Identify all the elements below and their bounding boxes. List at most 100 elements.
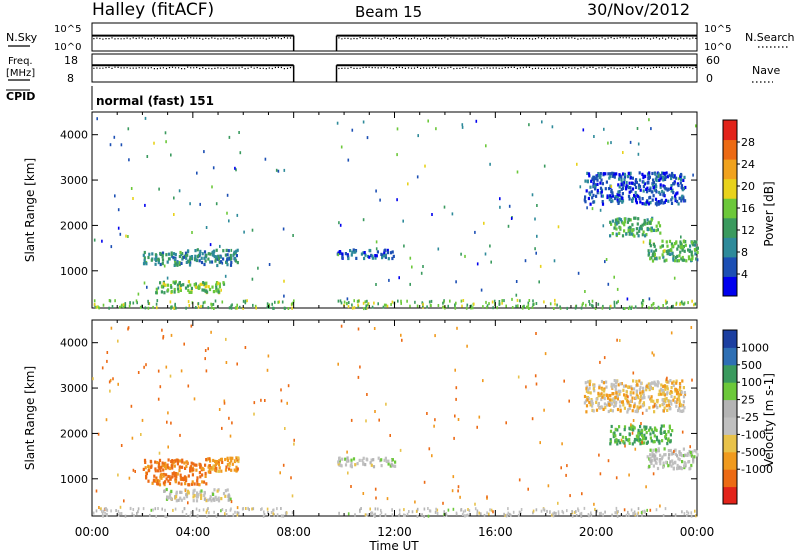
power-cell-1028 bbox=[489, 244, 491, 248]
velocity-cell-858 bbox=[680, 403, 683, 407]
velocity-cell-535 bbox=[656, 449, 659, 453]
velocity-cell-1243 bbox=[403, 508, 405, 512]
velocity-cell-1091 bbox=[133, 514, 135, 518]
power-cell-769 bbox=[641, 202, 644, 206]
power-cell-309 bbox=[616, 217, 619, 221]
power-cell-807 bbox=[648, 196, 651, 200]
velocity-cell-231 bbox=[195, 493, 199, 497]
velocity-cell-1304 bbox=[134, 470, 136, 473]
velocity-cell-377 bbox=[337, 460, 340, 464]
velocity-cell-270 bbox=[226, 458, 230, 463]
velocity-cell-70 bbox=[173, 464, 176, 468]
velocity-cell-42 bbox=[158, 483, 162, 487]
power-cell-927 bbox=[602, 304, 604, 308]
velocity-cell-248 bbox=[222, 492, 226, 496]
power-cell-739 bbox=[657, 172, 660, 176]
velocity-cell-1440 bbox=[267, 511, 269, 514]
velocity-cell-596 bbox=[654, 448, 657, 452]
velocity-cell-1009 bbox=[220, 509, 222, 513]
power-cell-89 bbox=[179, 288, 182, 292]
velocity-cell-61 bbox=[195, 468, 198, 472]
power-cell-1301 bbox=[604, 260, 606, 264]
velocity-cell-540 bbox=[646, 455, 649, 459]
power-cell-1082 bbox=[641, 302, 644, 306]
power-cell-870 bbox=[402, 219, 404, 223]
power-cell-964 bbox=[264, 157, 267, 161]
velocity-cell-1321 bbox=[561, 509, 564, 513]
velocity-cell-519 bbox=[655, 457, 659, 461]
velocity-cell-286 bbox=[237, 459, 240, 464]
power-cell-983 bbox=[443, 300, 445, 304]
power-cell-1046 bbox=[203, 150, 205, 154]
power-cell-502 bbox=[674, 259, 677, 263]
power-cell-1279 bbox=[124, 304, 127, 308]
velocity-cell-1307 bbox=[347, 471, 349, 475]
velocity-cell-930 bbox=[677, 408, 680, 413]
power-cell-343 bbox=[623, 220, 627, 224]
power-cell-1157 bbox=[543, 164, 546, 168]
power-cell-1136 bbox=[236, 303, 238, 307]
power-cell-1186 bbox=[409, 304, 411, 308]
velocity-cell-382 bbox=[616, 442, 619, 446]
velocity-cell-703 bbox=[619, 382, 622, 386]
power-cell-999 bbox=[591, 207, 594, 211]
power-colorbar-tick-label-2: 12 bbox=[741, 224, 755, 237]
velocity-cell-444 bbox=[631, 424, 634, 428]
power-cell-1209 bbox=[132, 301, 135, 305]
power-cell-1058 bbox=[650, 303, 653, 307]
velocity-cell-486 bbox=[652, 430, 655, 434]
power-cell-1152 bbox=[538, 280, 540, 284]
power-cell-1198 bbox=[239, 151, 242, 155]
velocity-cell-1299 bbox=[98, 506, 100, 509]
power-cell-642 bbox=[652, 183, 655, 187]
velocity-cell-114 bbox=[195, 463, 198, 467]
power-colorbar-label: Power [dB] bbox=[762, 181, 776, 246]
power-cell-790 bbox=[680, 199, 683, 203]
velocity-cell-599 bbox=[680, 453, 683, 458]
velocity-cell-1342 bbox=[646, 508, 648, 512]
power-cell-1338 bbox=[658, 306, 660, 310]
velocity-cell-1171 bbox=[270, 511, 273, 514]
velocity-cell-88 bbox=[154, 467, 157, 471]
velocity-cell-1077 bbox=[374, 507, 377, 511]
power-cell-899 bbox=[437, 247, 440, 251]
power-cell-138 bbox=[160, 284, 163, 288]
power-cell-1074 bbox=[166, 276, 169, 280]
velocity-cell-1236 bbox=[632, 371, 635, 375]
power-cell-793 bbox=[683, 175, 686, 179]
power-cell-1284 bbox=[221, 261, 224, 265]
velocity-cell-1418 bbox=[562, 511, 565, 515]
power-cell-647 bbox=[642, 185, 645, 189]
velocity-cell-365 bbox=[350, 458, 353, 462]
power-cell-922 bbox=[114, 299, 116, 303]
velocity-cell-776 bbox=[613, 379, 616, 383]
power-cell-887 bbox=[371, 305, 374, 309]
velocity-cell-474 bbox=[666, 438, 670, 442]
power-cell-1110 bbox=[582, 301, 584, 305]
velocity-cell-1128 bbox=[466, 344, 468, 348]
velocity-cell-975 bbox=[229, 434, 232, 438]
velocity-cell-1132 bbox=[124, 514, 127, 518]
velocity-cell-414 bbox=[666, 442, 669, 446]
power-cell-680 bbox=[607, 187, 611, 191]
freq-unit-label: [MHz] bbox=[6, 68, 35, 79]
velocity-cell-255 bbox=[166, 496, 169, 500]
velocity-cell-1101 bbox=[617, 510, 619, 514]
power-cell-911 bbox=[181, 252, 184, 255]
velocity-cell-1086 bbox=[279, 471, 281, 475]
velocity-cell-1206 bbox=[687, 511, 690, 515]
velocity-cell-53 bbox=[166, 463, 169, 467]
velocity-cell-366 bbox=[391, 458, 394, 462]
velocity-cell-912 bbox=[633, 404, 636, 408]
velocity-cell-850 bbox=[683, 406, 686, 410]
velocity-cell-1032 bbox=[236, 511, 239, 515]
velocity-cell-1280 bbox=[474, 507, 477, 511]
power-cell-117 bbox=[167, 288, 170, 292]
velocity-cell-1421 bbox=[165, 365, 168, 369]
power-cell-865 bbox=[367, 302, 370, 306]
power-cell-1146 bbox=[486, 304, 489, 308]
power-cell-1255 bbox=[422, 302, 424, 306]
velocity-cell-215 bbox=[220, 497, 223, 501]
power-cell-474 bbox=[665, 240, 668, 244]
power-cell-993 bbox=[648, 118, 650, 122]
